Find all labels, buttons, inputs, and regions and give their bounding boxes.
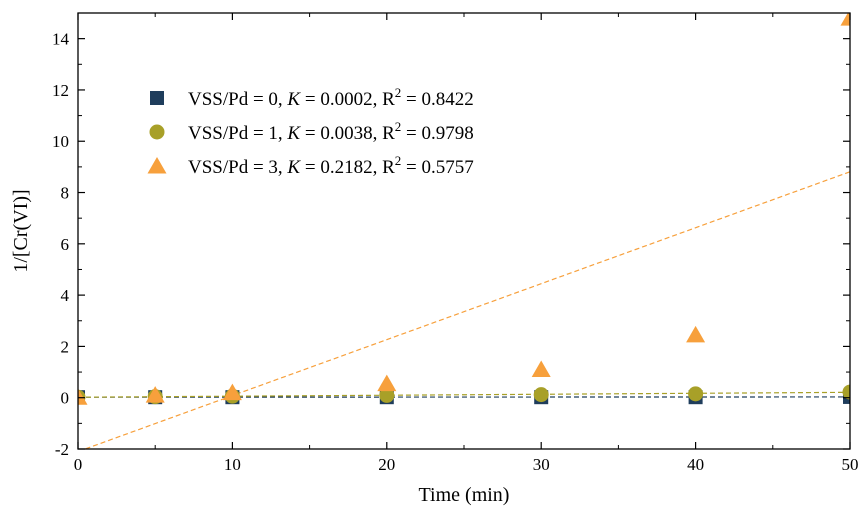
y-tick-label: 0 [61,389,70,408]
legend-series-label: VSS/Pd = 1, [188,123,287,144]
legend-r2-exponent: 2 [395,119,402,134]
data-point-series-3-4 [531,360,551,377]
legend-k-symbol: K [286,89,301,110]
legend-k-value: = 0.0038, R [300,123,395,144]
data-point-series-3-3 [377,374,397,392]
x-tick-label: 0 [74,455,83,474]
legend-label-series-1: VSS/Pd = 0, K = 0.0002, R2 = 0.8422 [188,85,474,110]
y-tick-label: 10 [52,132,69,151]
legend-marker-series-2 [149,124,165,140]
y-tick-label: 6 [61,235,70,254]
legend-marker-series-3 [147,157,167,174]
plot-frame [77,12,851,450]
y-axis-title: 1/[Cr(VI)] [10,189,32,272]
legend-label-series-3: VSS/Pd = 3, K = 0.2182, R2 = 0.5757 [188,153,474,178]
legend-k-symbol: K [286,157,301,178]
x-tick-label: 40 [687,455,704,474]
y-tick-label: 4 [61,286,70,305]
legend-series-label: VSS/Pd = 0, [188,89,287,110]
legend-r2-exponent: 2 [395,85,402,100]
fit-line-series-3 [83,171,850,449]
legend-r2-exponent: 2 [395,153,402,168]
y-tick-label: 8 [61,184,70,203]
legend-k-value: = 0.2182, R [300,157,395,178]
y-tick-label: 14 [52,30,70,49]
legend-k-symbol: K [286,123,301,144]
legend-r2-value: = 0.5757 [401,157,473,178]
data-point-series-3-0 [78,388,88,405]
data-point-series-2-3 [379,387,395,403]
y-tick-label: 2 [61,337,70,356]
x-tick-label: 20 [378,455,395,474]
legend: VSS/Pd = 0, K = 0.0002, R2 = 0.8422VSS/P… [147,85,474,178]
x-tick-label: 30 [533,455,550,474]
data-point-series-2-6 [842,384,850,400]
x-axis-title: Time (min) [419,484,510,506]
legend-marker-series-1 [150,91,164,105]
legend-series-label: VSS/Pd = 3, [188,157,287,178]
y-tick-label: -2 [55,440,69,459]
data-point-series-3-1 [145,386,165,403]
data-point-series-3-2 [222,383,242,401]
legend-r2-value: = 0.8422 [401,89,473,110]
x-tick-label: 10 [224,455,241,474]
plot-area [78,13,850,449]
x-tick-label: 50 [842,455,859,474]
data-point-series-2-5 [688,386,704,402]
data-point-series-2-4 [533,387,549,403]
y-tick-label: 12 [52,81,69,100]
legend-k-value: = 0.0002, R [300,89,395,110]
data-point-series-3-5 [686,325,706,343]
legend-label-series-2: VSS/Pd = 1, K = 0.0038, R2 = 0.9798 [188,119,474,144]
fit-line-series-2 [78,391,850,398]
data-point-series-3-6 [840,13,850,26]
axes: 0 10 20 30 40 50 -2 0 2 4 6 8 10 12 14 Time (min) 1/[Cr(… [10,12,859,506]
legend-r2-value: = 0.9798 [401,123,473,144]
